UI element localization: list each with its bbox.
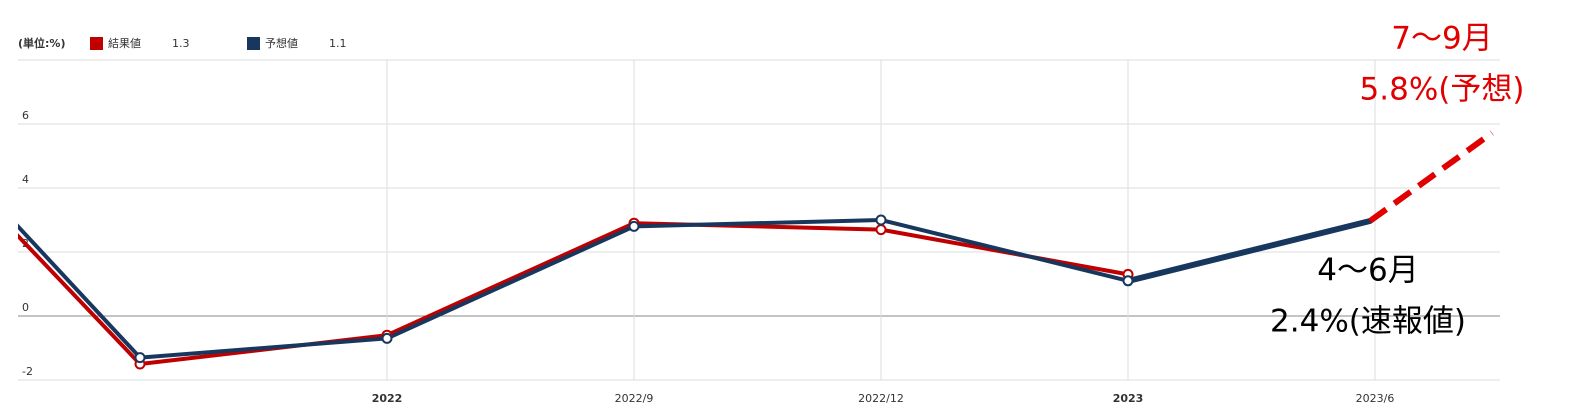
legend-swatch — [90, 37, 103, 50]
unit-label: (単位:%) — [18, 36, 65, 50]
legend-label: 予想値 — [265, 36, 298, 50]
data-point — [134, 352, 146, 364]
data-point — [381, 332, 393, 344]
data-point — [875, 224, 887, 236]
x-tick-label: 2022/12 — [858, 392, 904, 405]
series-line — [18, 221, 1129, 366]
series-lines — [18, 218, 1129, 366]
annotation-text: 5.8%(予想) — [1360, 72, 1525, 108]
x-tick-label: 2023/6 — [1356, 392, 1395, 405]
legend-value: 1.1 — [329, 37, 347, 50]
x-tick-label: 2022/9 — [615, 392, 654, 405]
y-tick-label: 6 — [22, 109, 29, 122]
legend: 結果値 1.3 予想値 1.1 — [90, 36, 347, 50]
annotations: 7〜9月 5.8%(予想) 4〜6月 2.4%(速報値) — [1270, 21, 1524, 340]
data-point — [1122, 275, 1134, 287]
annotation-text: 4〜6月 — [1317, 253, 1418, 289]
data-point — [628, 220, 640, 232]
annotation-text: 7〜9月 — [1391, 21, 1492, 57]
legend-label: 結果値 — [108, 36, 141, 50]
legend-swatch — [247, 37, 260, 50]
forecast-line — [1368, 130, 1494, 224]
legend-value: 1.3 — [172, 37, 190, 50]
markers — [134, 214, 1134, 370]
x-tick-label: 2023 — [1113, 392, 1144, 405]
y-tick-label: 0 — [22, 301, 29, 314]
x-tick-label: 2022 — [372, 392, 403, 405]
y-tick-label: -2 — [22, 365, 33, 378]
data-point — [875, 214, 887, 226]
y-tick-label: 4 — [22, 173, 29, 186]
highlight-line — [1125, 218, 1373, 284]
annotation-text: 2.4%(速報値) — [1270, 304, 1466, 340]
series-line — [18, 218, 1129, 360]
